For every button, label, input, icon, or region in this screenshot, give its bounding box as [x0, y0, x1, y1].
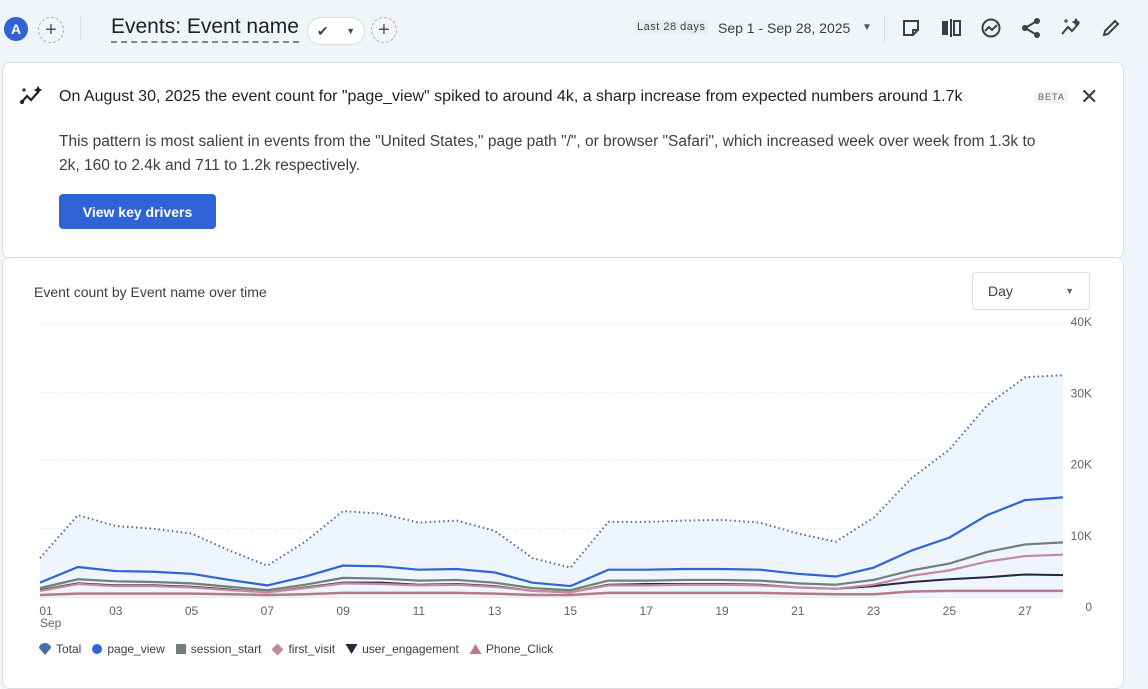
- x-tick-label: 21: [791, 604, 805, 618]
- legend-label: session_start: [191, 642, 262, 656]
- legend-item-phone-click[interactable]: Phone_Click: [469, 642, 553, 656]
- x-tick-label: 17: [640, 604, 654, 618]
- legend-label: Total: [56, 642, 81, 656]
- y-tick-label: 0: [1085, 600, 1092, 614]
- x-tick-label: 09: [336, 604, 350, 618]
- chart-legend: Total page_view session_start first_visit us…: [38, 642, 553, 656]
- legend-marker-icon: [91, 643, 103, 655]
- legend-label: first_visit: [288, 642, 335, 656]
- y-tick-label: 20K: [1071, 458, 1092, 472]
- legend-label: user_engagement: [362, 642, 459, 656]
- legend-item-page-view[interactable]: page_view: [91, 642, 164, 656]
- y-tick-label: 40K: [1071, 315, 1092, 329]
- y-tick-label: 30K: [1071, 386, 1092, 400]
- x-tick-label: 13: [488, 604, 502, 618]
- x-tick-label: 25: [943, 604, 957, 618]
- x-tick-label: 05: [185, 604, 199, 618]
- x-tick-label: 15: [564, 604, 578, 618]
- legend-marker-icon: [345, 643, 358, 655]
- legend-item-total[interactable]: Total: [38, 642, 81, 656]
- legend-marker-icon: [38, 643, 52, 655]
- x-tick-label: 11: [413, 604, 426, 618]
- total-area: [40, 375, 1063, 597]
- legend-item-first-visit[interactable]: first_visit: [271, 642, 335, 656]
- y-tick-label: 10K: [1071, 529, 1092, 543]
- x-tick-label: 23: [867, 604, 881, 618]
- legend-marker-icon: [469, 643, 482, 655]
- legend-item-user-engagement[interactable]: user_engagement: [345, 642, 459, 656]
- x-month-label: Sep: [40, 616, 62, 630]
- legend-marker-icon: [175, 643, 187, 655]
- legend-label: page_view: [107, 642, 164, 656]
- legend-marker-icon: [271, 643, 284, 656]
- x-tick-label: 03: [109, 604, 123, 618]
- legend-label: Phone_Click: [486, 642, 553, 656]
- x-tick-label: 27: [1018, 604, 1032, 618]
- x-tick-label: 07: [261, 604, 275, 618]
- legend-item-session-start[interactable]: session_start: [175, 642, 262, 656]
- x-tick-label: 19: [715, 604, 729, 618]
